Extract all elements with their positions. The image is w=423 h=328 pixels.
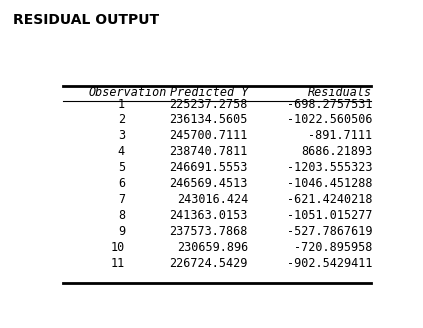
Text: Predicted Y: Predicted Y [170, 86, 248, 99]
Text: -1046.451288: -1046.451288 [287, 177, 373, 190]
Text: -621.4240218: -621.4240218 [287, 193, 373, 206]
Text: 246569.4513: 246569.4513 [170, 177, 248, 190]
Text: -891.7111: -891.7111 [308, 130, 373, 142]
Text: 246691.5553: 246691.5553 [170, 161, 248, 174]
Text: 243016.424: 243016.424 [177, 193, 248, 206]
Text: 7: 7 [118, 193, 125, 206]
Text: 226724.5429: 226724.5429 [170, 257, 248, 270]
Text: 245700.7111: 245700.7111 [170, 130, 248, 142]
Text: RESIDUAL OUTPUT: RESIDUAL OUTPUT [13, 13, 159, 27]
Text: Observation: Observation [89, 86, 168, 99]
Text: 238740.7811: 238740.7811 [170, 145, 248, 158]
Text: -1203.555323: -1203.555323 [287, 161, 373, 174]
Text: -527.7867619: -527.7867619 [287, 225, 373, 238]
Text: 1: 1 [118, 98, 125, 111]
Text: -1022.560506: -1022.560506 [287, 113, 373, 127]
Text: 8: 8 [118, 209, 125, 222]
Text: 10: 10 [111, 241, 125, 254]
Text: 3: 3 [118, 130, 125, 142]
Text: -1051.015277: -1051.015277 [287, 209, 373, 222]
Text: 5: 5 [118, 161, 125, 174]
Text: 241363.0153: 241363.0153 [170, 209, 248, 222]
Text: 2: 2 [118, 113, 125, 127]
Text: Residuals: Residuals [308, 86, 373, 99]
Text: 230659.896: 230659.896 [177, 241, 248, 254]
Text: 236134.5605: 236134.5605 [170, 113, 248, 127]
Text: -902.5429411: -902.5429411 [287, 257, 373, 270]
Text: -698.2757531: -698.2757531 [287, 98, 373, 111]
Text: 8686.21893: 8686.21893 [301, 145, 373, 158]
Text: 225237.2758: 225237.2758 [170, 98, 248, 111]
Text: 9: 9 [118, 225, 125, 238]
Text: 11: 11 [111, 257, 125, 270]
Text: 6: 6 [118, 177, 125, 190]
Text: 237573.7868: 237573.7868 [170, 225, 248, 238]
Text: -720.895958: -720.895958 [294, 241, 373, 254]
Text: 4: 4 [118, 145, 125, 158]
